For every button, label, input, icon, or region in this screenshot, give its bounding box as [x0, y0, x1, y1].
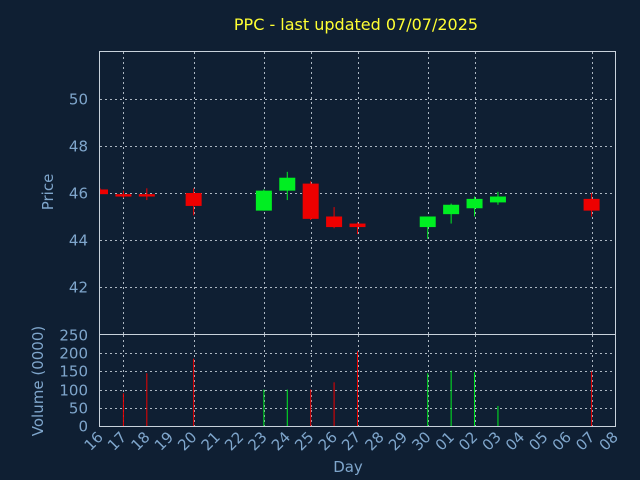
chart-title: PPC - last updated 07/07/2025 — [234, 15, 478, 34]
price-tick-label: 42 — [69, 279, 88, 297]
price-tick-label: 48 — [69, 138, 88, 156]
volume-tick-label: 0 — [78, 418, 88, 436]
volume-tick-label: 100 — [59, 382, 88, 400]
volume-tick-label: 200 — [59, 345, 88, 363]
candle-body — [100, 189, 108, 195]
candle-body — [185, 193, 202, 206]
volume-tick-label: 50 — [69, 400, 88, 418]
volume-axis-label: Volume (0000) — [29, 326, 47, 436]
candle-body — [255, 190, 272, 211]
candle-body — [349, 223, 366, 228]
price-tick-label: 46 — [69, 185, 88, 203]
candle-body — [302, 183, 319, 219]
volume-panel-frame — [99, 334, 616, 427]
x-axis-label: Day — [333, 458, 363, 476]
candle-body — [466, 198, 483, 209]
price-tick-label: 50 — [69, 91, 88, 109]
candle-body — [443, 204, 460, 215]
candle-body — [138, 194, 155, 197]
candle-body — [115, 194, 132, 197]
price-axis-label: Price — [39, 174, 57, 211]
candle-body — [419, 216, 436, 228]
price-tick-label: 44 — [69, 232, 88, 250]
candle-body — [583, 198, 600, 211]
volume-tick-label: 250 — [59, 327, 88, 345]
candle-body — [279, 177, 296, 191]
candle-body — [489, 196, 506, 203]
candle-body — [326, 216, 343, 228]
volume-tick-label: 150 — [59, 363, 88, 381]
